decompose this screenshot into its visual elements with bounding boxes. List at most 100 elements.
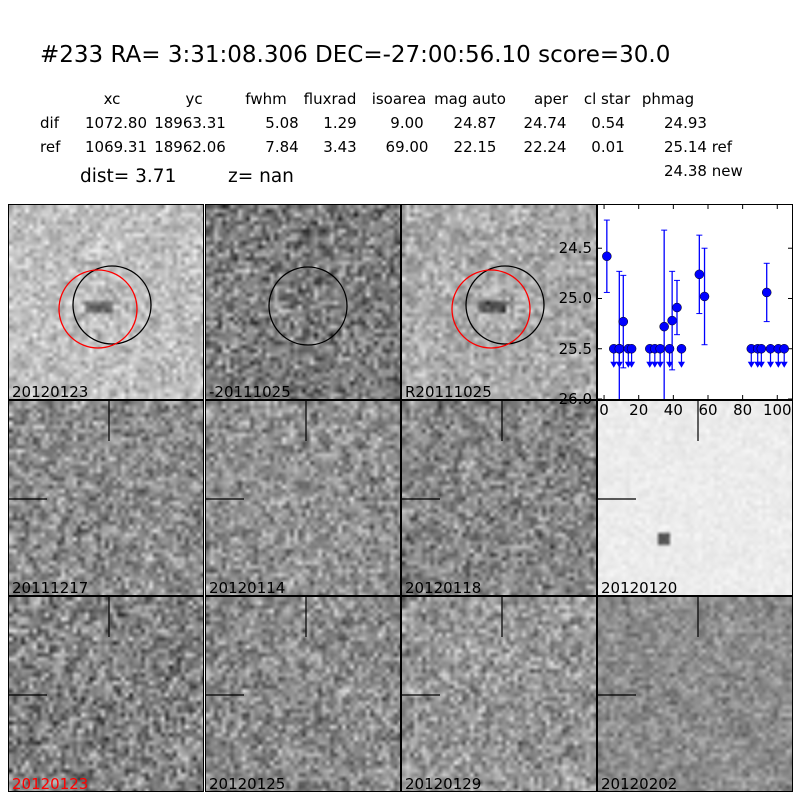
image-stamp: 20120120 [597, 400, 793, 596]
table-cell: 1072.80 [84, 114, 148, 132]
stamp-image [402, 597, 596, 791]
x-tick-label: 100 [762, 401, 792, 419]
stamp-overlay [402, 401, 503, 500]
candidate-title: #233 RA= 3:31:08.306 DEC=-27:00:56.10 sc… [40, 42, 671, 68]
column-header: xc [103, 90, 121, 108]
stamp-overlay [451, 265, 545, 349]
phmag-new: 24.38 new [664, 162, 743, 180]
column-header: fwhm [245, 90, 287, 108]
table-cell: 3.43 [323, 138, 357, 156]
column-header: aper [533, 90, 569, 108]
table-cell: 5.08 [265, 114, 299, 132]
table-cell: 22.24 [523, 138, 567, 156]
table-cell: 25.14 ref [664, 138, 733, 156]
stamp-image [9, 597, 203, 791]
stamp-date-label: 20120118 [405, 579, 482, 596]
image-stamp: 20120123 [8, 596, 204, 792]
column-header: isoarea [371, 90, 427, 108]
stamp-image [206, 401, 400, 595]
column-header: cl star [583, 90, 631, 108]
detection-point [672, 302, 682, 313]
column-header: yc [185, 90, 203, 108]
upper-limit-arrowhead [610, 361, 618, 368]
upper-limit-arrowhead [747, 361, 755, 368]
stamp-overlay [598, 597, 699, 696]
detection-point [761, 287, 772, 298]
image-stamp: 20120202 [597, 596, 793, 792]
table-cell: 18963.31 [154, 114, 226, 132]
reference-circle [268, 266, 348, 346]
table-cell: 9.00 [390, 114, 424, 132]
table-cell: 7.84 [265, 138, 299, 156]
detection-point [659, 321, 669, 332]
x-tick-label: 80 [733, 401, 753, 419]
stamp-overlay [9, 401, 110, 500]
table-cell: 0.54 [591, 114, 625, 132]
upper-limit-point [655, 343, 665, 354]
stamp-overlay [402, 597, 503, 696]
upper-limit-arrowhead [651, 361, 659, 368]
stamp-date-label: 20120120 [601, 579, 678, 596]
upper-limit-arrowhead [767, 361, 775, 368]
reference-circle [72, 265, 152, 345]
table-cell: 69.00 [385, 138, 429, 156]
table-cell: 24.87 [453, 114, 497, 132]
column-header: fluxrad [303, 90, 357, 108]
detection-circle [451, 269, 531, 349]
light-curve-plot [597, 204, 793, 427]
x-tick-label: 40 [663, 401, 683, 419]
stamp-image [402, 205, 596, 399]
upper-limit-arrowhead [774, 361, 782, 368]
upper-limit-arrowhead [656, 361, 664, 368]
table-cell: 24.93 [664, 114, 707, 132]
stamp-date-label: 20120123 [12, 775, 89, 792]
row-label: dif [40, 114, 59, 132]
y-tick-label: 25.0 [558, 289, 592, 308]
stamp-overlay [268, 266, 348, 346]
y-tick-label: 25.5 [558, 339, 592, 358]
z-value: z= nan [228, 166, 294, 187]
upper-limit-arrowhead [677, 361, 685, 368]
stamp-overlay [598, 401, 699, 500]
table-cell: 0.01 [591, 138, 625, 156]
x-tick-label: 0 [599, 401, 609, 419]
upper-limit-arrowhead [780, 361, 788, 368]
detection-circle [58, 269, 138, 349]
stamp-date-label: 20120123 [12, 383, 89, 400]
image-stamp: 20120125 [205, 596, 401, 792]
upper-limit-point [779, 343, 789, 354]
image-stamp: 20120114 [205, 400, 401, 596]
stamp-image [206, 597, 400, 791]
row-label: ref [40, 138, 61, 156]
table-cell: 1069.31 [84, 138, 148, 156]
upper-limit-arrowhead [666, 361, 674, 368]
detection-point [618, 316, 629, 327]
table-cell: 22.15 [453, 138, 497, 156]
image-stamp: 20120118 [401, 400, 597, 596]
stamp-overlay [206, 597, 307, 696]
table-cell: 24.74 [523, 114, 567, 132]
image-stamp: 20120129 [401, 596, 597, 792]
stamp-date-label: 20120202 [601, 775, 678, 792]
stamp-date-label: 20120114 [209, 579, 286, 596]
stamp-overlay [9, 597, 110, 696]
stamp-date-label: -20111025 [209, 383, 291, 400]
upper-limit-point [676, 343, 687, 354]
upper-limit-point [614, 343, 625, 354]
stamp-image [9, 205, 203, 399]
upper-limit-point [626, 343, 637, 354]
y-tick-label: 26.0 [558, 390, 592, 408]
upper-limit-point [664, 343, 675, 354]
y-tick-label: 24.5 [558, 239, 592, 258]
detection-point [602, 251, 612, 262]
image-stamp: -20111025 [205, 204, 401, 400]
x-tick-label: 60 [698, 401, 718, 419]
table-cell: 18962.06 [154, 138, 226, 156]
upper-limit-arrowhead [628, 361, 636, 368]
stamp-image [402, 401, 596, 595]
stamp-date-label: 20111217 [12, 579, 89, 596]
image-stamp: 20111217 [8, 400, 204, 596]
stamp-image [598, 597, 792, 791]
stamp-image [206, 205, 400, 399]
stamp-date-label: 20120125 [209, 775, 286, 792]
